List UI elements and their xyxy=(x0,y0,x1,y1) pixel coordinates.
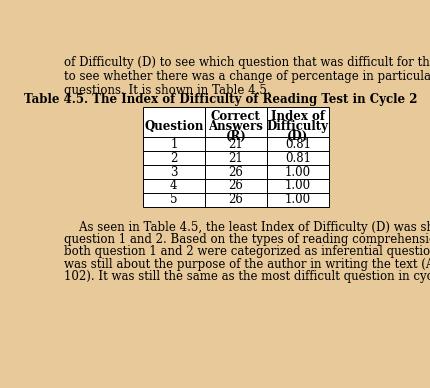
Bar xyxy=(267,193,329,207)
Text: 1.00: 1.00 xyxy=(285,179,311,192)
Bar xyxy=(143,151,205,165)
Bar xyxy=(205,179,267,193)
Text: to see whether there was a change of percentage in particular types of: to see whether there was a change of per… xyxy=(64,70,430,83)
Text: (D): (D) xyxy=(287,130,308,143)
Text: 5: 5 xyxy=(170,193,178,206)
Bar xyxy=(205,107,267,137)
Bar xyxy=(143,107,205,137)
Text: 1.00: 1.00 xyxy=(285,193,311,206)
Bar xyxy=(267,107,329,137)
Bar xyxy=(205,151,267,165)
Bar xyxy=(143,165,205,179)
Text: 3: 3 xyxy=(170,166,178,178)
Text: Index of: Index of xyxy=(271,111,325,123)
Bar xyxy=(205,165,267,179)
Bar xyxy=(267,151,329,165)
Bar xyxy=(267,137,329,151)
Text: Question: Question xyxy=(144,120,203,133)
Text: 4: 4 xyxy=(170,179,178,192)
Text: both question 1 and 2 were categorized as inferential questions. Question 1: both question 1 and 2 were categorized a… xyxy=(64,245,430,258)
Text: Table 4.5. The Index of Difficulty of Reading Test in Cycle 2: Table 4.5. The Index of Difficulty of Re… xyxy=(24,93,417,106)
Bar xyxy=(143,193,205,207)
Text: 21: 21 xyxy=(228,152,243,165)
Text: Correct: Correct xyxy=(211,111,261,123)
Text: As seen in Table 4.5, the least Index of Difficulty (D) was shown in: As seen in Table 4.5, the least Index of… xyxy=(64,221,430,234)
Bar xyxy=(205,137,267,151)
Bar xyxy=(205,193,267,207)
Text: 26: 26 xyxy=(228,193,243,206)
Text: question 1 and 2. Based on the types of reading comprehension questions,: question 1 and 2. Based on the types of … xyxy=(64,233,430,246)
Text: 0.81: 0.81 xyxy=(285,138,311,151)
Text: (R): (R) xyxy=(225,130,246,143)
Text: 1.00: 1.00 xyxy=(285,166,311,178)
Bar xyxy=(267,179,329,193)
Text: 26: 26 xyxy=(228,179,243,192)
Text: 2: 2 xyxy=(170,152,178,165)
Text: Difficulty: Difficulty xyxy=(267,120,329,133)
Text: 21: 21 xyxy=(228,138,243,151)
Bar xyxy=(267,165,329,179)
Text: of Difficulty (D) to see which question that was difficult for the students and: of Difficulty (D) to see which question … xyxy=(64,56,430,69)
Text: Answers: Answers xyxy=(209,120,263,133)
Text: questions. It is shown in Table 4.5.: questions. It is shown in Table 4.5. xyxy=(64,83,270,97)
Text: 102). It was still the same as the most difficult question in cycle one.: 102). It was still the same as the most … xyxy=(64,270,430,283)
Bar xyxy=(143,137,205,151)
Text: 1: 1 xyxy=(170,138,178,151)
Bar xyxy=(143,179,205,193)
Text: was still about the purpose of the author in writing the text (Appendix C4, p.: was still about the purpose of the autho… xyxy=(64,258,430,270)
Text: 0.81: 0.81 xyxy=(285,152,311,165)
Text: 26: 26 xyxy=(228,166,243,178)
